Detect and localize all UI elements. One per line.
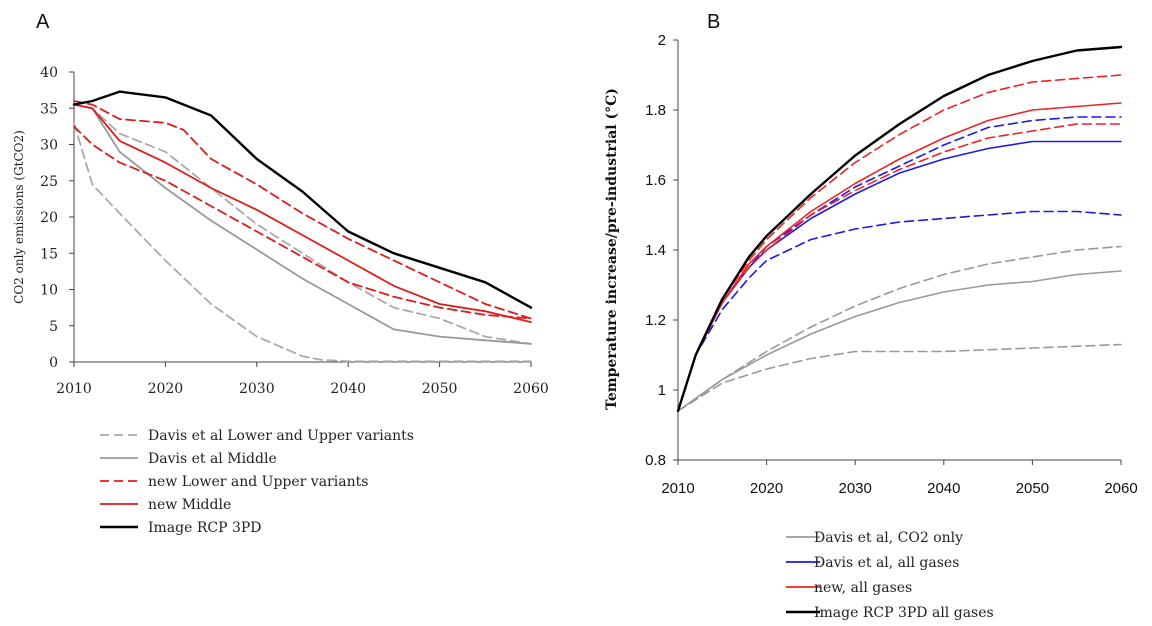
y-tick-label: 1.8 — [645, 102, 666, 119]
chart-b: B Temperature increase/pre-industrial (°… — [604, 11, 1138, 621]
y-tick-label: 1 — [658, 382, 666, 399]
legend-label: Davis et al Lower and Upper variants — [148, 428, 414, 444]
legend-label: Image RCP 3PD — [148, 520, 262, 536]
x-tick-label: 2020 — [750, 480, 783, 497]
series-line-1 — [73, 121, 532, 363]
series-line-5 — [73, 100, 532, 320]
x-tick-label: 2040 — [330, 381, 366, 397]
series-group-b — [676, 45, 1123, 413]
y-tick-label: 1.6 — [645, 172, 666, 189]
axes-b: 2010 2020 2030 2040 2050 2060 0.8 1 1.2 1.4 1.6 1.8… — [645, 32, 1138, 497]
legend-label: new, all gases — [814, 580, 912, 596]
y-axis-label-b: Temperature increase/pre-industrial (°C) — [604, 88, 620, 410]
legend-a: Davis et al Lower and Upper variants Davi… — [100, 428, 414, 536]
y-tick-label: 30 — [40, 138, 58, 154]
series-line-2 — [677, 245, 1122, 412]
x-tick-label: 2030 — [839, 480, 872, 497]
x-tick-label: 2050 — [422, 381, 458, 397]
y-tick-label: 20 — [40, 210, 58, 226]
series-line-2 — [73, 103, 532, 345]
chart-a: A CO2 only emissions (GtCO2) 2010 2020 203… — [12, 11, 549, 536]
legend-label: new Middle — [148, 497, 231, 513]
y-tick-label: 25 — [40, 174, 58, 190]
legend-label: Davis et al Middle — [148, 451, 277, 467]
x-tick-label: 2060 — [513, 381, 549, 397]
series-line-10 — [676, 45, 1123, 413]
series-line-7 — [72, 90, 533, 309]
legend-label: new Lower and Upper variants — [148, 474, 368, 490]
y-tick-label: 10 — [40, 283, 58, 299]
series-group-a — [72, 90, 533, 363]
x-tick-label: 2050 — [1016, 480, 1049, 497]
panel-label-a: A — [36, 11, 50, 33]
y-tick-label: 1.4 — [645, 242, 666, 259]
series-line-4 — [677, 210, 1122, 412]
y-tick-label: 5 — [49, 319, 58, 335]
y-tick-label: 40 — [40, 65, 58, 81]
legend-label: Davis et al, CO2 only — [814, 530, 963, 546]
x-tick-label: 2010 — [661, 480, 694, 497]
series-line-3 — [73, 103, 532, 345]
axes-a: 2010 2020 2030 2040 2050 2060 0 5 10 15 20 25 30 35 40 — [40, 65, 549, 397]
series-line-6 — [73, 103, 532, 324]
y-tick-label: 15 — [40, 246, 58, 262]
series-line-4 — [73, 125, 532, 320]
x-tick-label: 2030 — [239, 381, 275, 397]
x-tick-label: 2040 — [927, 480, 960, 497]
x-tick-label: 2020 — [148, 381, 184, 397]
y-tick-label: 1.2 — [645, 312, 666, 329]
panel-label-b: B — [707, 11, 720, 33]
series-line-5 — [677, 140, 1122, 412]
y-axis-label-a: CO2 only emissions (GtCO2) — [12, 130, 26, 304]
series-line-1 — [677, 343, 1122, 412]
y-tick-label: 2 — [658, 32, 666, 49]
y-tick-label: 35 — [40, 101, 58, 117]
y-tick-label: 0 — [49, 355, 58, 371]
y-tick-label: 0.8 — [645, 452, 666, 469]
legend-b: Davis et al, CO2 only Davis et al, all ga… — [786, 530, 994, 621]
legend-label: Image RCP 3PD all gases — [814, 605, 994, 621]
series-line-8 — [677, 102, 1122, 412]
series-line-3 — [677, 270, 1122, 412]
legend-label: Davis et al, all gases — [814, 555, 959, 571]
x-tick-label: 2010 — [56, 381, 92, 397]
x-tick-label: 2060 — [1104, 480, 1137, 497]
